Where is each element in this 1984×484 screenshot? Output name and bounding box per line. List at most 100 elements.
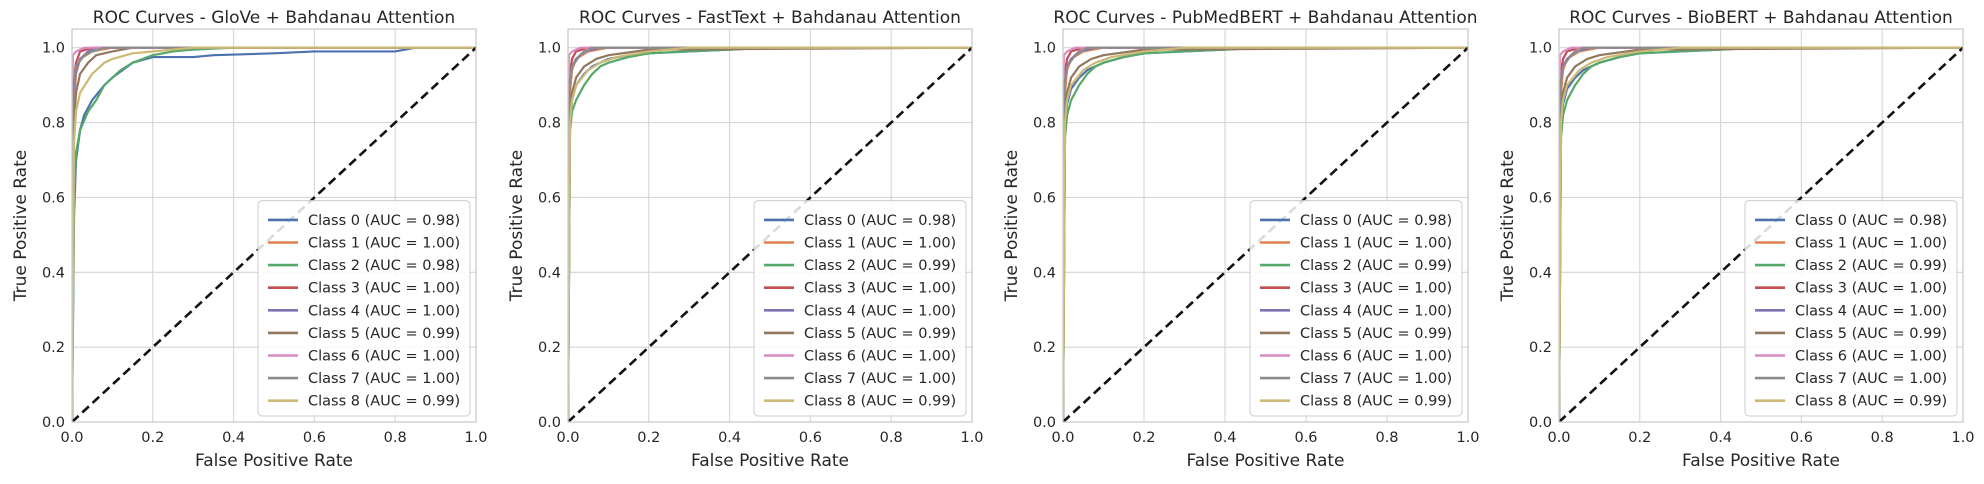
y-tick-label: 0.2 — [1529, 340, 1552, 356]
x-axis-label: False Positive Rate — [691, 451, 849, 471]
x-tick-label: 1.0 — [464, 430, 487, 446]
legend-entry: Class 7 (AUC = 1.00) — [1795, 371, 1947, 387]
legend-entry: Class 6 (AUC = 1.00) — [1300, 349, 1452, 365]
y-tick-label: 0.6 — [1033, 190, 1056, 206]
x-axis-label: False Positive Rate — [195, 451, 353, 471]
roc-chart-0: 0.0 0.2 0.4 0.6 0.8 1.0 0.0 0.2 0.4 0.6 0.8 1.0 ROC … — [11, 8, 488, 471]
x-tick-label: 1.0 — [1456, 430, 1479, 446]
roc-curve-class-2 — [1063, 46, 1468, 422]
legend: Class 0 (AUC = 0.98) Class 1 (AUC = 1.00)… — [257, 200, 471, 417]
roc-curve-class-2 — [1559, 46, 1963, 422]
y-tick-label: 1.0 — [42, 41, 65, 57]
y-axis-label: True Positive Rate — [11, 150, 31, 302]
y-tick-label: 0.4 — [42, 265, 65, 281]
roc-curve-class-2 — [72, 46, 476, 422]
roc-curve-class-8 — [568, 46, 972, 422]
x-tick-label: 0.2 — [1132, 430, 1155, 446]
legend-entry: Class 2 (AUC = 0.98) — [308, 258, 460, 274]
legend-entry: Class 3 (AUC = 1.00) — [804, 281, 956, 297]
legend-box — [1249, 200, 1463, 417]
roc-curve-class-8 — [72, 46, 476, 422]
y-tick-label: 0.0 — [1529, 415, 1552, 431]
x-tick-label: 0.0 — [1051, 430, 1074, 446]
plot-frame — [71, 28, 477, 423]
chance-diagonal — [1063, 46, 1468, 422]
y-tick-label: 0.4 — [1529, 265, 1552, 281]
legend-entry: Class 1 (AUC = 1.00) — [1795, 236, 1947, 252]
x-tick-label: 0.6 — [1294, 430, 1317, 446]
y-tick-label: 0.8 — [42, 116, 65, 132]
y-tick-label: 1.0 — [538, 41, 561, 57]
chance-diagonal — [1559, 46, 1963, 422]
legend-entry: Class 0 (AUC = 0.98) — [1795, 213, 1947, 229]
x-axis-label: False Positive Rate — [1187, 451, 1345, 471]
x-tick-label: 0.0 — [556, 430, 579, 446]
roc-curves — [72, 46, 476, 422]
y-axis-label: True Positive Rate — [1002, 150, 1022, 302]
y-tick-label: 0.8 — [538, 116, 561, 132]
x-tick-label: 1.0 — [960, 430, 983, 446]
legend-entry: Class 6 (AUC = 1.00) — [1795, 349, 1947, 365]
x-tick-label: 0.4 — [222, 430, 245, 446]
y-tick-label: 0.2 — [42, 340, 65, 356]
x-tick-label: 0.8 — [1871, 430, 1894, 446]
legend-box — [753, 200, 967, 417]
y-tick-label: 0.0 — [42, 415, 65, 431]
roc-curve-class-8 — [1559, 46, 1963, 422]
x-tick-label: 0.2 — [1628, 430, 1651, 446]
chart-title: ROC Curves - BioBERT + Bahdanau Attentio… — [1569, 8, 1953, 28]
x-tick-label: 1.0 — [1951, 430, 1974, 446]
roc-curve-class-7 — [72, 46, 476, 422]
x-tick-label: 0.6 — [799, 430, 822, 446]
legend-entry: Class 4 (AUC = 1.00) — [1795, 303, 1947, 319]
legend-entry: Class 6 (AUC = 1.00) — [308, 349, 460, 365]
legend-entry: Class 2 (AUC = 0.99) — [1795, 258, 1947, 274]
y-axis-label: True Positive Rate — [507, 150, 527, 302]
legend-entry: Class 6 (AUC = 1.00) — [804, 349, 956, 365]
legend-entry: Class 4 (AUC = 1.00) — [804, 303, 956, 319]
legend-entry: Class 5 (AUC = 0.99) — [308, 326, 460, 342]
y-tick-label: 0.0 — [1033, 415, 1056, 431]
legend-entry: Class 2 (AUC = 0.99) — [1300, 258, 1452, 274]
chart-title: ROC Curves - FastText + Bahdanau Attenti… — [579, 8, 961, 28]
x-tick-label: 0.4 — [1709, 430, 1732, 446]
legend-entry: Class 3 (AUC = 1.00) — [308, 281, 460, 297]
y-tick-label: 0.8 — [1033, 116, 1056, 132]
legend-entry: Class 5 (AUC = 0.99) — [1300, 326, 1452, 342]
legend-entry: Class 7 (AUC = 1.00) — [804, 371, 956, 387]
y-tick-label: 0.0 — [538, 415, 561, 431]
y-tick-label: 0.4 — [1033, 265, 1056, 281]
roc-curve-class-8 — [1063, 46, 1468, 422]
x-tick-label: 0.4 — [718, 430, 741, 446]
y-tick-label: 1.0 — [1033, 41, 1056, 57]
y-tick-label: 0.2 — [538, 340, 561, 356]
legend-entry: Class 4 (AUC = 1.00) — [1300, 303, 1452, 319]
chance-diagonal — [72, 46, 476, 422]
legend-entry: Class 1 (AUC = 1.00) — [804, 236, 956, 252]
x-tick-label: 0.8 — [1375, 430, 1398, 446]
roc-curves — [1559, 46, 1963, 422]
x-tick-label: 0.8 — [880, 430, 903, 446]
y-tick-label: 0.4 — [538, 265, 561, 281]
y-axis-label: True Positive Rate — [1498, 150, 1518, 302]
x-tick-label: 0.2 — [637, 430, 660, 446]
plot-frame — [1062, 28, 1469, 423]
legend-entry: Class 8 (AUC = 0.99) — [1300, 394, 1452, 410]
legend-entry: Class 7 (AUC = 1.00) — [1300, 371, 1452, 387]
legend-entry: Class 7 (AUC = 1.00) — [308, 371, 460, 387]
legend: Class 0 (AUC = 0.98) Class 1 (AUC = 1.00)… — [1744, 200, 1958, 417]
x-tick-label: 0.8 — [384, 430, 407, 446]
legend-entry: Class 5 (AUC = 0.99) — [804, 326, 956, 342]
x-tick-label: 0.6 — [1790, 430, 1813, 446]
legend: Class 0 (AUC = 0.98) Class 1 (AUC = 1.00)… — [753, 200, 967, 417]
legend-entry: Class 0 (AUC = 0.98) — [308, 213, 460, 229]
roc-curves — [568, 46, 972, 422]
y-tick-label: 0.6 — [1529, 190, 1552, 206]
y-tick-label: 1.0 — [1529, 41, 1552, 57]
x-tick-label: 0.0 — [60, 430, 83, 446]
legend-entry: Class 0 (AUC = 0.98) — [1300, 213, 1452, 229]
x-tick-label: 0.0 — [1547, 430, 1570, 446]
roc-chart-2: 0.0 0.2 0.4 0.6 0.8 1.0 0.0 0.2 0.4 0.6 0.8 1.0 ROC … — [1002, 8, 1480, 471]
legend-entry: Class 8 (AUC = 0.99) — [1795, 394, 1947, 410]
